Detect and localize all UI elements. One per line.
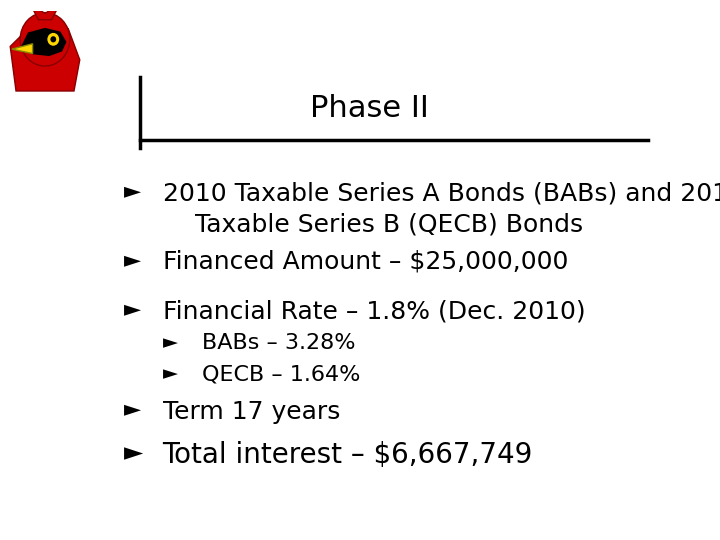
Text: ►: ►	[163, 333, 178, 352]
Text: BABs – 3.28%: BABs – 3.28%	[202, 333, 355, 353]
Polygon shape	[10, 18, 80, 91]
Text: Financial Rate – 1.8% (Dec. 2010): Financial Rate – 1.8% (Dec. 2010)	[163, 300, 585, 323]
Text: ►: ►	[163, 364, 178, 383]
Polygon shape	[30, 4, 60, 19]
Text: ►: ►	[124, 250, 140, 270]
Text: 2010 Taxable Series A Bonds (BABs) and 2010
    Taxable Series B (QECB) Bonds: 2010 Taxable Series A Bonds (BABs) and 2…	[163, 181, 720, 237]
Text: ►: ►	[124, 181, 140, 201]
Text: ►: ►	[124, 400, 140, 420]
Circle shape	[47, 32, 60, 46]
Text: QECB – 1.64%: QECB – 1.64%	[202, 364, 360, 384]
Text: Financed Amount – $25,000,000: Financed Amount – $25,000,000	[163, 250, 568, 274]
Polygon shape	[12, 44, 32, 53]
Circle shape	[20, 12, 70, 66]
Text: ►: ►	[124, 300, 140, 320]
Text: Total interest – $6,667,749: Total interest – $6,667,749	[163, 441, 533, 469]
Text: Phase II: Phase II	[310, 94, 428, 123]
Circle shape	[50, 36, 56, 43]
Text: ►: ►	[124, 441, 143, 465]
Polygon shape	[22, 29, 66, 56]
Text: Term 17 years: Term 17 years	[163, 400, 340, 423]
